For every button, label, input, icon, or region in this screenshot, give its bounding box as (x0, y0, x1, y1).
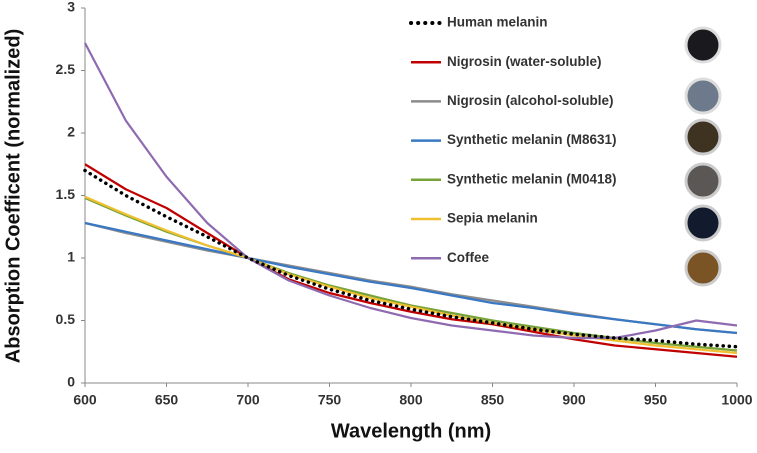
photo (684, 162, 722, 200)
series-line (84, 221, 738, 335)
x-tick-label: 750 (318, 392, 342, 408)
y-tick-label: 1 (67, 249, 75, 265)
series-line (84, 195, 738, 355)
series-line (84, 163, 738, 358)
x-tick-label: 650 (155, 392, 179, 408)
y-axis-title: Absorption Coefficent (normalized) (2, 29, 24, 363)
x-tick-label: 950 (644, 392, 668, 408)
x-tick-label: 900 (562, 392, 586, 408)
legend-label: Nigrosin (alcohol-soluble) (447, 93, 614, 108)
x-tick-label: 850 (481, 392, 505, 408)
legend-label: Synthetic melanin (M8631) (447, 132, 617, 147)
legend-label: Coffee (447, 250, 489, 265)
series-line (84, 42, 738, 340)
x-tick-label: 1000 (721, 392, 752, 408)
photo (684, 204, 722, 242)
y-tick-label: 0 (67, 374, 75, 390)
sample-photos (684, 26, 722, 287)
x-tick-label: 800 (399, 392, 423, 408)
photo (684, 77, 722, 115)
series-line (84, 196, 738, 352)
legend-label: Synthetic melanin (M0418) (447, 171, 617, 186)
photo (684, 118, 722, 156)
y-tick-label: 3 (67, 0, 75, 15)
y-tick-label: 2 (67, 124, 75, 140)
y-tick-label: 0.5 (56, 311, 76, 327)
y-tick-label: 2.5 (56, 61, 76, 77)
legend-label: Nigrosin (water-soluble) (447, 54, 602, 69)
legend-label: Sepia melanin (447, 211, 538, 226)
x-tick-label: 600 (73, 392, 97, 408)
y-tick-label: 1.5 (56, 186, 76, 202)
series-line (84, 221, 738, 335)
legend-label: Human melanin (447, 15, 548, 30)
photo (684, 26, 722, 64)
x-axis-title: Wavelength (nm) (331, 420, 491, 442)
photo (684, 249, 722, 287)
x-tick-label: 700 (236, 392, 260, 408)
